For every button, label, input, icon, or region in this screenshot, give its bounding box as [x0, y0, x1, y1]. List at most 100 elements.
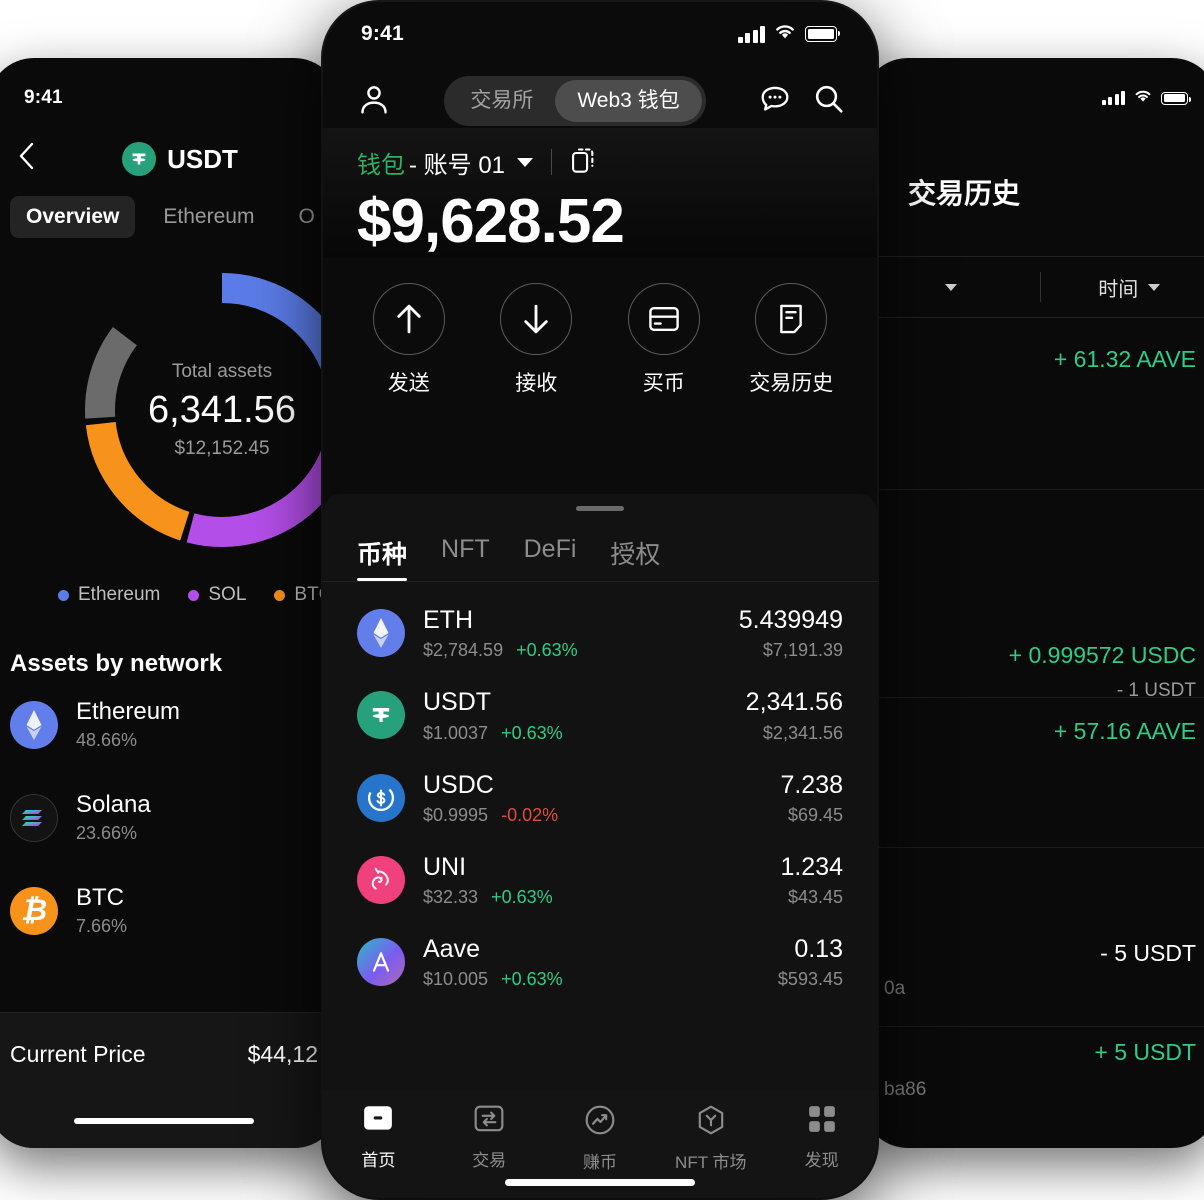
transaction-row[interactable]: + 0.999572 USDC - 1 USDT [862, 490, 1204, 701]
token-value: $593.45 [777, 969, 843, 990]
token-row[interactable]: USDT $1.0037 +0.63% 2,341.56 $2,341.56 [323, 674, 877, 756]
chat-icon[interactable] [759, 83, 791, 120]
page-title-text: USDT [167, 143, 238, 174]
tabbar-item-discover[interactable]: 发现 [766, 1104, 877, 1198]
token-row[interactable]: Aave $10.005 +0.63% 0.13 $593.45 [323, 921, 877, 1003]
token-price: $0.9995 [423, 804, 489, 825]
token-row[interactable]: ETH $2,784.59 +0.63% 5.439949 $7,191.39 [323, 592, 877, 674]
transaction-subamount: - 1 USDT [1116, 680, 1196, 701]
legend-label: Ethereum [78, 584, 161, 605]
token-price-row: $2,784.59 +0.63% [423, 640, 739, 661]
bitcoin-icon: ₿ [10, 886, 58, 935]
arrow-down-icon [500, 283, 573, 356]
filter-separator [1039, 272, 1041, 302]
tabbar-label: 交易 [472, 1151, 507, 1170]
copy-icon[interactable] [570, 146, 596, 179]
transaction-hash: 0a [884, 978, 906, 999]
token-info: UNI $32.33 +0.63% [423, 852, 780, 908]
tab-defi[interactable]: DeFi [523, 535, 577, 563]
tab-nft[interactable]: NFT [441, 535, 490, 563]
tabbar-item-trade[interactable]: 交易 [434, 1104, 545, 1198]
token-price-row: $0.9995 -0.02% [423, 805, 780, 826]
legend-dot-icon [274, 589, 286, 601]
sheet-divider [323, 581, 877, 582]
total-balance: $9,628.52 [357, 187, 625, 256]
token-balance: 0.13 $593.45 [778, 934, 843, 990]
status-icons [1101, 87, 1191, 109]
transaction-amount: + 0.999572 USDC [1008, 642, 1196, 668]
filter-type[interactable] [862, 283, 1040, 291]
action-buy[interactable]: 买币 [600, 283, 728, 397]
sheet-drag-handle[interactable] [576, 506, 624, 511]
network-row-solana[interactable]: Solana 23.66% [0, 771, 340, 864]
token-amount: 0.13 [794, 935, 843, 963]
segment-exchange[interactable]: 交易所 [470, 89, 534, 112]
action-send[interactable]: 发送 [345, 283, 473, 397]
donut-amount: 6,341.56 [148, 388, 296, 431]
chart-legend: Ethereum SOL BTC [0, 560, 340, 606]
transaction-history-title: 交易历史 [908, 178, 1021, 209]
token-row[interactable]: USDC $0.9995 -0.02% 7.238 $69.45 [323, 757, 877, 839]
segment-web3-wallet[interactable]: Web3 钱包 [555, 80, 702, 122]
transaction-amount: + 5 USDT [1094, 1039, 1196, 1065]
network-row-ethereum[interactable]: Ethereum 48.66% [0, 678, 340, 771]
legend-dot-icon [58, 589, 69, 601]
left-status-bar: 9:41 [0, 58, 340, 120]
transaction-row[interactable]: + 61.32 AAVE [862, 318, 1204, 490]
assets-donut-chart: Total assets 6,341.56 $12,152.45 [72, 260, 340, 560]
status-time: 9:41 [24, 87, 63, 108]
action-history[interactable]: 交易历史 [728, 283, 856, 397]
page-title: USDT [34, 142, 326, 176]
uniswap-icon [357, 855, 405, 904]
donut-fiat: $12,152.45 [174, 437, 270, 459]
transaction-amount: + 57.16 AAVE [1053, 718, 1196, 744]
action-receive[interactable]: 接收 [473, 283, 601, 397]
token-symbol: Aave [423, 935, 480, 963]
network-row-btc[interactable]: ₿ BTC 7.66% [0, 864, 340, 957]
search-icon[interactable] [813, 83, 845, 120]
left-nav-bar: USDT [0, 120, 340, 182]
token-amount: 7.238 [780, 770, 843, 799]
aave-icon [357, 938, 405, 987]
transaction-amount: - 5 USDT [1100, 940, 1196, 966]
network-pct: 7.66% [76, 916, 128, 936]
center-header: 交易所 Web3 钱包 [323, 66, 877, 128]
transaction-row[interactable]: + 5 USDT ba86 [862, 1027, 1204, 1147]
cellular-icon [1101, 91, 1125, 105]
token-row[interactable]: UNI $32.33 +0.63% 1.234 $43.45 [323, 839, 877, 921]
tab-ethereum[interactable]: Ethereum [163, 205, 255, 228]
token-value: $2,341.56 [762, 722, 843, 743]
transaction-row[interactable]: + 57.16 AAVE [862, 698, 1204, 848]
balance-section: 钱包 - 账号 01 $9,628.52 [323, 128, 877, 258]
token-price-row: $32.33 +0.63% [423, 887, 780, 908]
arrow-up-icon [372, 283, 445, 356]
chevron-left-icon[interactable] [18, 142, 34, 176]
swap-icon [473, 1104, 505, 1139]
network-pct: 48.66% [76, 730, 138, 750]
filter-time[interactable]: 时间 [1041, 273, 1204, 302]
token-value: $43.45 [787, 887, 843, 907]
token-balance: 7.238 $69.45 [780, 770, 843, 826]
tab-overview[interactable]: Overview [10, 196, 136, 238]
token-price: $32.33 [423, 887, 479, 907]
chevron-down-icon [944, 283, 957, 291]
grid-icon [807, 1104, 837, 1139]
person-icon[interactable] [357, 82, 391, 121]
status-icons [737, 22, 840, 46]
token-value: $69.45 [787, 804, 843, 825]
tabbar-item-nft-market[interactable]: NFT 市场 [655, 1104, 766, 1198]
usdt-icon [122, 142, 157, 176]
tab-approvals[interactable]: 授权 [610, 541, 661, 569]
token-info: ETH $2,784.59 +0.63% [423, 605, 739, 661]
token-balance: 1.234 $43.45 [780, 852, 843, 908]
transaction-row[interactable]: - 5 USDT 0a [862, 848, 1204, 1027]
legend-item-ethereum: Ethereum [58, 584, 160, 606]
left-phone-frame: 9:41 USDT Overview Ethereum O Total [0, 58, 340, 1148]
tab-other[interactable]: O [298, 205, 315, 228]
tab-tokens[interactable]: 币种 [357, 535, 408, 581]
wallet-selector[interactable]: 钱包 - 账号 01 [357, 142, 843, 182]
assets-sheet: 币种 NFT DeFi 授权 ETH $2,784.59 +0.63% [323, 494, 877, 1198]
tabbar-item-earn[interactable]: 赚币 [545, 1104, 656, 1198]
tabbar-item-home[interactable]: 首页 [323, 1104, 434, 1198]
transaction-amount: + 61.32 AAVE [1053, 346, 1196, 372]
